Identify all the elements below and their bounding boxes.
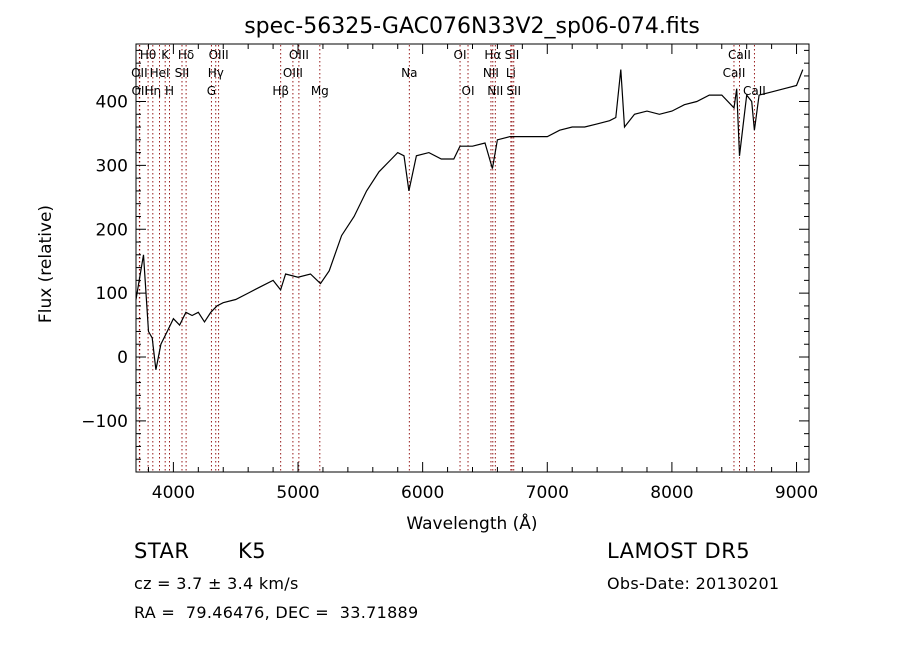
marker-label-24: SII [506,84,521,98]
x-tick-label-7000: 7000 [526,483,569,503]
marker-label-3: Hη [145,84,162,98]
redshift-velocity: cz = 3.7 ± 3.4 km/s [134,574,299,593]
marker-label-19: Hα [484,48,501,62]
marker-label-13: OIII [289,48,309,62]
marker-label-6: H [165,84,174,98]
marker-label-4: K [161,48,170,62]
marker-label-0: Hθ [140,48,156,62]
plot-frame [135,43,810,473]
marker-label-9: OIII [209,48,229,62]
y-tick-label-100: 100 [96,284,128,304]
y-axis: −100 0 100 200 300 400 [81,49,809,473]
marker-label-23: NII [487,84,503,98]
spectrum-line-0 [135,69,804,370]
object-subclass: K5 [238,539,267,563]
x-axis-label: Wavelength (Å) [406,512,537,534]
y-tick-label-400: 400 [96,92,128,112]
chart-title: spec-56325-GAC076N33V2_sp06-074.fits [244,14,700,39]
marker-label-7: Hδ [178,48,194,62]
x-axis: 4000 5000 6000 7000 8000 9000 [147,44,818,503]
x-tick-label-4000: 4000 [152,483,195,503]
marker-label-12: Hβ [272,84,289,98]
marker-label-15: Mg [311,84,329,98]
marker-label-25: CaII [728,48,751,62]
marker-label-14: OIII [283,66,303,80]
object-class: STAR [134,539,190,563]
y-axis-label: Flux (relative) [36,205,56,323]
marker-label-26: CaII [723,66,746,80]
marker-label-8: SII [175,66,190,80]
observation-date: Obs-Date: 20130201 [607,574,780,593]
x-tick-label-9000: 9000 [775,483,818,503]
survey-name: LAMOST DR5 [607,539,751,563]
marker-label-22: Li [506,66,516,80]
y-tick-label--100: −100 [81,412,128,432]
x-tick-label-5000: 5000 [276,483,319,503]
sky-coordinates: RA = 79.46476, DEC = 33.71889 [134,603,419,622]
marker-label-10: Hγ [208,66,224,80]
marker-label-5: HeI [150,66,170,80]
y-tick-label-300: 300 [96,156,128,176]
marker-label-17: OI [454,48,467,62]
y-tick-label-0: 0 [117,348,128,368]
x-tick-label-6000: 6000 [401,483,444,503]
x-tick-label-8000: 8000 [650,483,693,503]
marker-label-21: NII [483,66,499,80]
marker-label-16: Na [401,66,417,80]
spectrum-series [135,69,804,370]
marker-label-18: OI [462,84,475,98]
marker-label-11: G [207,84,216,98]
y-tick-label-200: 200 [96,220,128,240]
marker-label-20: SII [505,48,520,62]
